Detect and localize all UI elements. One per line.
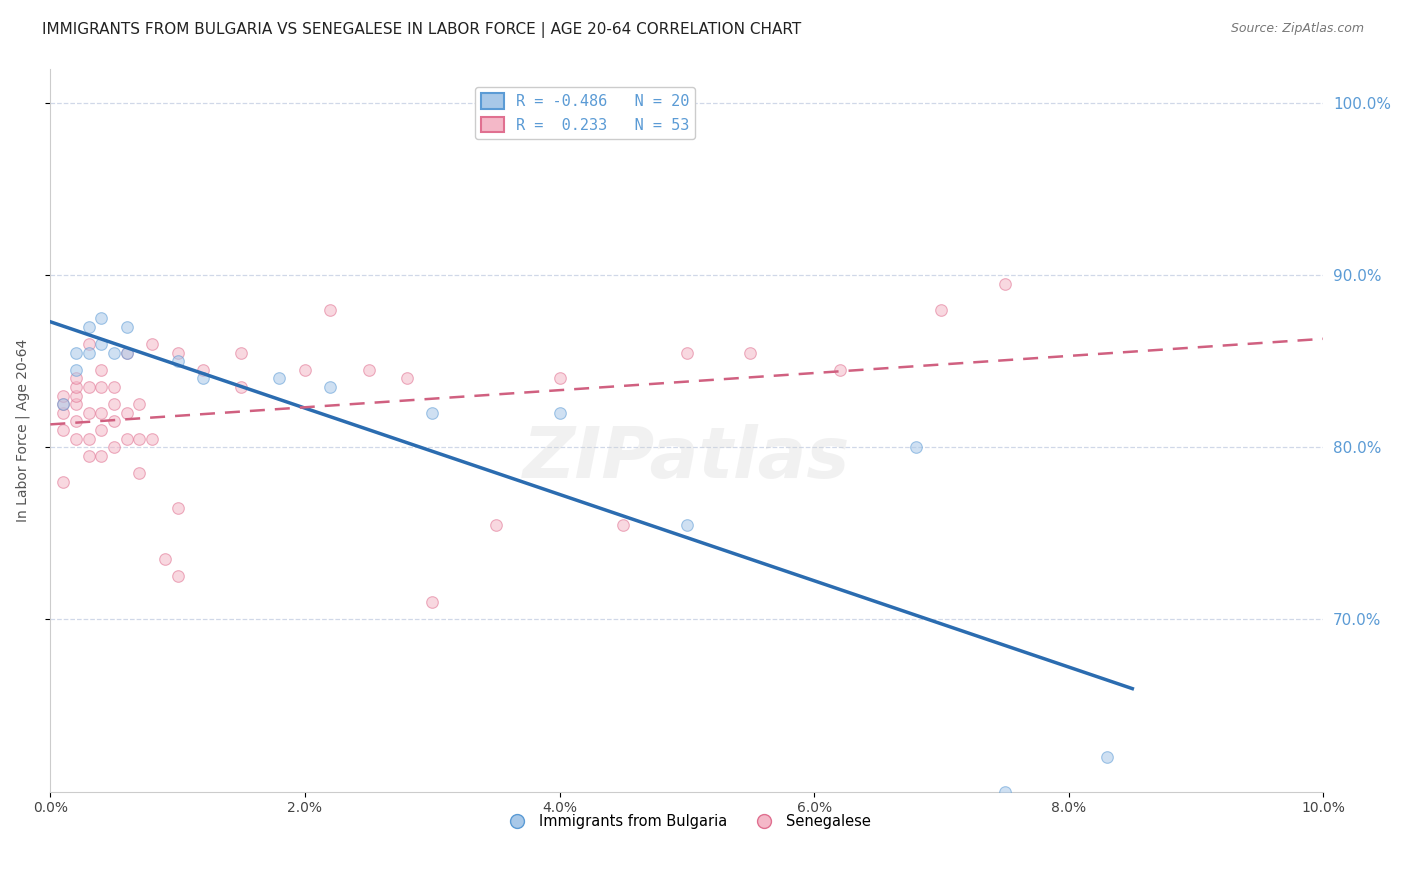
Point xyxy=(166,345,188,359)
Point xyxy=(128,466,150,480)
Point xyxy=(90,449,112,463)
Point xyxy=(90,380,112,394)
Point xyxy=(269,371,291,385)
Point xyxy=(90,423,112,437)
Point xyxy=(166,354,188,368)
Point xyxy=(319,380,342,394)
Point xyxy=(52,406,75,420)
Point xyxy=(77,380,100,394)
Point xyxy=(153,552,176,566)
Text: ZIPatlas: ZIPatlas xyxy=(523,425,851,493)
Point xyxy=(115,432,138,446)
Point xyxy=(319,302,342,317)
Point xyxy=(52,475,75,489)
Point xyxy=(52,389,75,403)
Point xyxy=(294,363,316,377)
Point xyxy=(90,311,112,326)
Point xyxy=(128,432,150,446)
Point xyxy=(191,363,214,377)
Point xyxy=(420,595,443,609)
Y-axis label: In Labor Force | Age 20-64: In Labor Force | Age 20-64 xyxy=(15,338,30,522)
Point xyxy=(77,449,100,463)
Point xyxy=(103,345,125,359)
Point xyxy=(65,389,87,403)
Point xyxy=(931,302,953,317)
Point xyxy=(166,569,188,583)
Point xyxy=(904,440,927,454)
Point xyxy=(141,337,163,351)
Point xyxy=(231,380,253,394)
Point xyxy=(77,337,100,351)
Point xyxy=(231,345,253,359)
Point xyxy=(65,363,87,377)
Point xyxy=(52,397,75,411)
Point xyxy=(90,363,112,377)
Point xyxy=(77,345,100,359)
Point xyxy=(65,371,87,385)
Point xyxy=(115,345,138,359)
Point xyxy=(103,440,125,454)
Point xyxy=(1095,750,1118,764)
Point xyxy=(65,380,87,394)
Point xyxy=(128,397,150,411)
Point xyxy=(675,345,697,359)
Point xyxy=(740,345,762,359)
Point xyxy=(52,397,75,411)
Point xyxy=(115,319,138,334)
Point xyxy=(191,371,214,385)
Point xyxy=(65,345,87,359)
Point xyxy=(65,414,87,428)
Point xyxy=(395,371,418,385)
Point xyxy=(65,397,87,411)
Point xyxy=(828,363,851,377)
Point xyxy=(77,319,100,334)
Point xyxy=(485,517,508,532)
Point xyxy=(141,432,163,446)
Point xyxy=(548,371,571,385)
Point xyxy=(420,406,443,420)
Point xyxy=(548,406,571,420)
Point xyxy=(115,406,138,420)
Point xyxy=(612,517,634,532)
Point xyxy=(357,363,380,377)
Point xyxy=(103,397,125,411)
Point xyxy=(65,432,87,446)
Point xyxy=(115,345,138,359)
Point xyxy=(994,277,1017,291)
Point xyxy=(77,432,100,446)
Point xyxy=(52,423,75,437)
Point xyxy=(90,406,112,420)
Point xyxy=(675,517,697,532)
Legend: Immigrants from Bulgaria, Senegalese: Immigrants from Bulgaria, Senegalese xyxy=(496,808,876,835)
Point xyxy=(77,406,100,420)
Point xyxy=(103,380,125,394)
Text: Source: ZipAtlas.com: Source: ZipAtlas.com xyxy=(1230,22,1364,36)
Text: IMMIGRANTS FROM BULGARIA VS SENEGALESE IN LABOR FORCE | AGE 20-64 CORRELATION CH: IMMIGRANTS FROM BULGARIA VS SENEGALESE I… xyxy=(42,22,801,38)
Point xyxy=(166,500,188,515)
Point xyxy=(90,337,112,351)
Point xyxy=(994,784,1017,798)
Point xyxy=(103,414,125,428)
